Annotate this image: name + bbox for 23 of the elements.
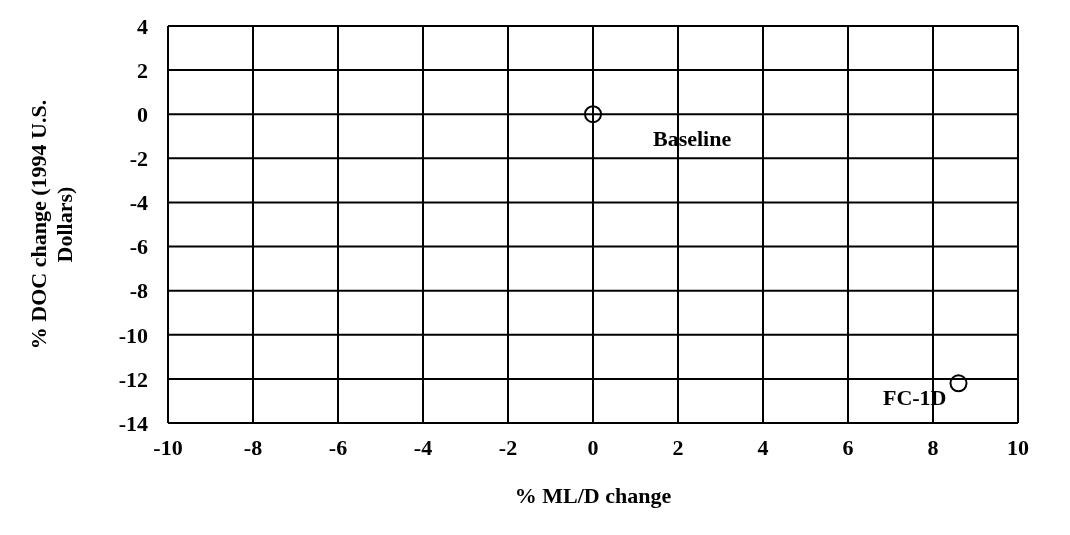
y-tick-label: -2 [129,146,148,172]
x-tick-label: 2 [672,434,684,460]
y-tick-label: -14 [118,410,148,436]
x-tick-label: -4 [413,434,433,460]
y-tick-label: -10 [118,322,148,348]
y-tick-label: 0 [137,102,148,128]
x-tick-label: 10 [1007,434,1029,460]
x-tick-label: -10 [153,434,183,460]
y-tick-label: 2 [137,57,148,83]
y-tick-label: -8 [129,278,148,304]
y-tick-label: -12 [118,366,148,392]
y-tick-label: -6 [129,234,148,260]
x-tick-label: 4 [757,434,769,460]
x-tick-label: 6 [842,434,854,460]
x-tick-label: -8 [243,434,263,460]
y-tick-label: 4 [137,13,148,39]
x-tick-label: -6 [328,434,348,460]
x-tick-label: 0 [587,434,599,460]
y-tick-label: -4 [129,190,148,216]
x-tick-label: 8 [927,434,939,460]
x-tick-label: -2 [498,434,518,460]
x-axis-title: % ML/D change [514,483,672,508]
y-axis-title: % DOC change (1994 U.S. Dollars) [26,99,77,350]
